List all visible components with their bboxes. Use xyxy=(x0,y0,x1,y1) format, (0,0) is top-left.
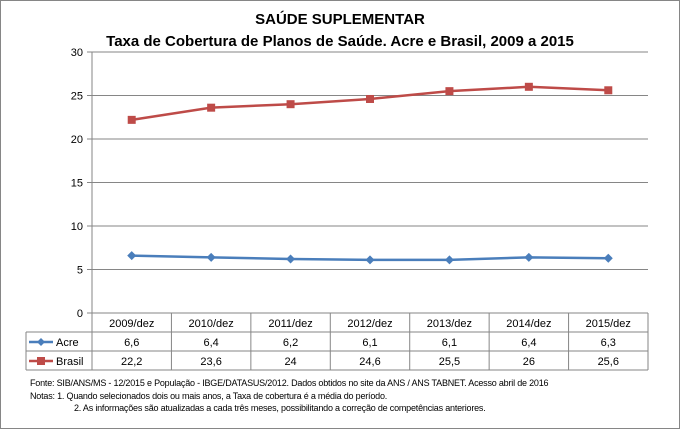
category-label: 2010/dez xyxy=(189,318,234,330)
data-table-cell: 25,6 xyxy=(598,356,619,368)
data-table-cell: 6,2 xyxy=(283,337,298,349)
category-label: 2011/dez xyxy=(268,318,312,330)
data-point xyxy=(524,252,534,262)
data-table-cell: 6,1 xyxy=(362,337,377,349)
chart-subtitle: Taxa de Cobertura de Planos de Saúde. Ac… xyxy=(106,33,574,50)
data-point xyxy=(604,86,613,95)
data-point xyxy=(127,251,137,261)
data-point xyxy=(444,255,454,265)
category-label: 2013/dez xyxy=(427,318,472,330)
y-tick-label: 0 xyxy=(77,308,83,320)
y-tick-label: 5 xyxy=(77,265,83,277)
data-table-cell: 6,4 xyxy=(521,337,536,349)
legend-label: Acre xyxy=(56,337,79,349)
legend-label: Brasil xyxy=(56,356,84,368)
data-table-cell: 6,3 xyxy=(601,337,616,349)
legend-marker xyxy=(37,357,45,365)
note-1: Notas: 1. Quando selecionados dois ou ma… xyxy=(30,390,388,401)
chart-title: SAÚDE SUPLEMENTAR xyxy=(255,10,425,28)
data-table-cell: 26 xyxy=(523,356,535,368)
category-label: 2009/dez xyxy=(109,318,154,330)
category-label: 2014/dez xyxy=(506,318,551,330)
data-point xyxy=(603,253,613,263)
data-table-cell: 6,4 xyxy=(203,337,218,349)
data-point xyxy=(207,103,216,112)
data-point xyxy=(127,115,136,124)
data-table-cell: 6,6 xyxy=(124,337,139,349)
data-point xyxy=(286,100,295,109)
y-tick-label: 25 xyxy=(71,91,83,103)
source-note: Fonte: SIB/ANS/MS - 12/2015 e População … xyxy=(30,378,549,388)
data-table-cell: 22,2 xyxy=(121,356,142,368)
note-2: 2. As informações são atualizadas a cada… xyxy=(74,403,486,413)
footnotes: Fonte: SIB/ANS/MS - 12/2015 e População … xyxy=(30,377,549,415)
y-tick-label: 30 xyxy=(71,47,83,59)
data-table-cell: 24 xyxy=(284,356,296,368)
category-label: 2015/dez xyxy=(586,318,631,330)
data-table-cell: 6,1 xyxy=(442,337,457,349)
data-point xyxy=(286,254,296,264)
data-table-cell: 24,6 xyxy=(359,356,380,368)
data-point xyxy=(445,87,454,96)
legend-marker xyxy=(37,338,45,346)
data-point xyxy=(206,252,216,262)
y-tick-label: 20 xyxy=(71,134,83,146)
y-tick-label: 10 xyxy=(71,221,83,233)
data-point xyxy=(365,255,375,265)
y-tick-label: 15 xyxy=(71,178,83,190)
category-label: 2012/dez xyxy=(347,318,392,330)
data-point xyxy=(366,94,374,103)
data-table-cell: 23,6 xyxy=(200,356,221,368)
data-table-cell: 25,5 xyxy=(439,356,460,368)
data-point xyxy=(524,82,533,91)
